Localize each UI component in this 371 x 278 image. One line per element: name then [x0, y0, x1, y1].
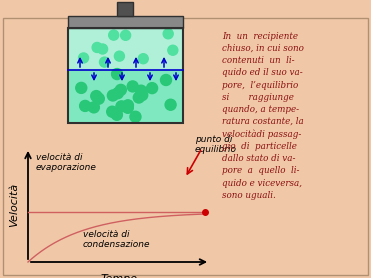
Circle shape [98, 44, 108, 54]
Circle shape [163, 29, 173, 39]
Text: Velocità: Velocità [9, 183, 19, 227]
Circle shape [112, 69, 122, 80]
Circle shape [92, 43, 102, 53]
Circle shape [91, 91, 102, 101]
Circle shape [115, 85, 127, 95]
Bar [68, 28, 183, 123]
Bar [68, 16, 183, 28]
Circle shape [116, 101, 127, 112]
Bar [117, 2, 133, 16]
Circle shape [107, 90, 118, 101]
Circle shape [165, 99, 176, 110]
Circle shape [88, 102, 99, 113]
Circle shape [121, 30, 131, 40]
Circle shape [80, 100, 91, 111]
Text: punto di
equilibrio: punto di equilibrio [195, 135, 237, 154]
Circle shape [122, 100, 134, 111]
Circle shape [93, 93, 104, 104]
Bar [68, 70, 183, 123]
Circle shape [114, 51, 124, 61]
Circle shape [137, 90, 148, 101]
Circle shape [168, 45, 178, 55]
Circle shape [161, 75, 171, 86]
Circle shape [138, 54, 148, 64]
Text: velocità di
evaporazione: velocità di evaporazione [36, 153, 97, 172]
Bar [68, 28, 183, 70]
Circle shape [79, 53, 89, 63]
Circle shape [99, 57, 109, 67]
Circle shape [130, 111, 141, 122]
Circle shape [122, 102, 133, 113]
Text: In  un  recipiente
chiuso, in cui sono
contenuti  un  li-
quido ed il suo va-
po: In un recipiente chiuso, in cui sono con… [222, 32, 304, 200]
Circle shape [109, 30, 119, 40]
Circle shape [112, 88, 123, 99]
Circle shape [76, 82, 87, 93]
Circle shape [147, 83, 158, 94]
Circle shape [133, 92, 144, 103]
Circle shape [127, 81, 138, 92]
Circle shape [111, 109, 122, 120]
Text: velocità di
condensazione: velocità di condensazione [83, 230, 151, 249]
Circle shape [107, 106, 118, 117]
Text: Tempo: Tempo [101, 274, 138, 278]
Circle shape [135, 85, 147, 96]
